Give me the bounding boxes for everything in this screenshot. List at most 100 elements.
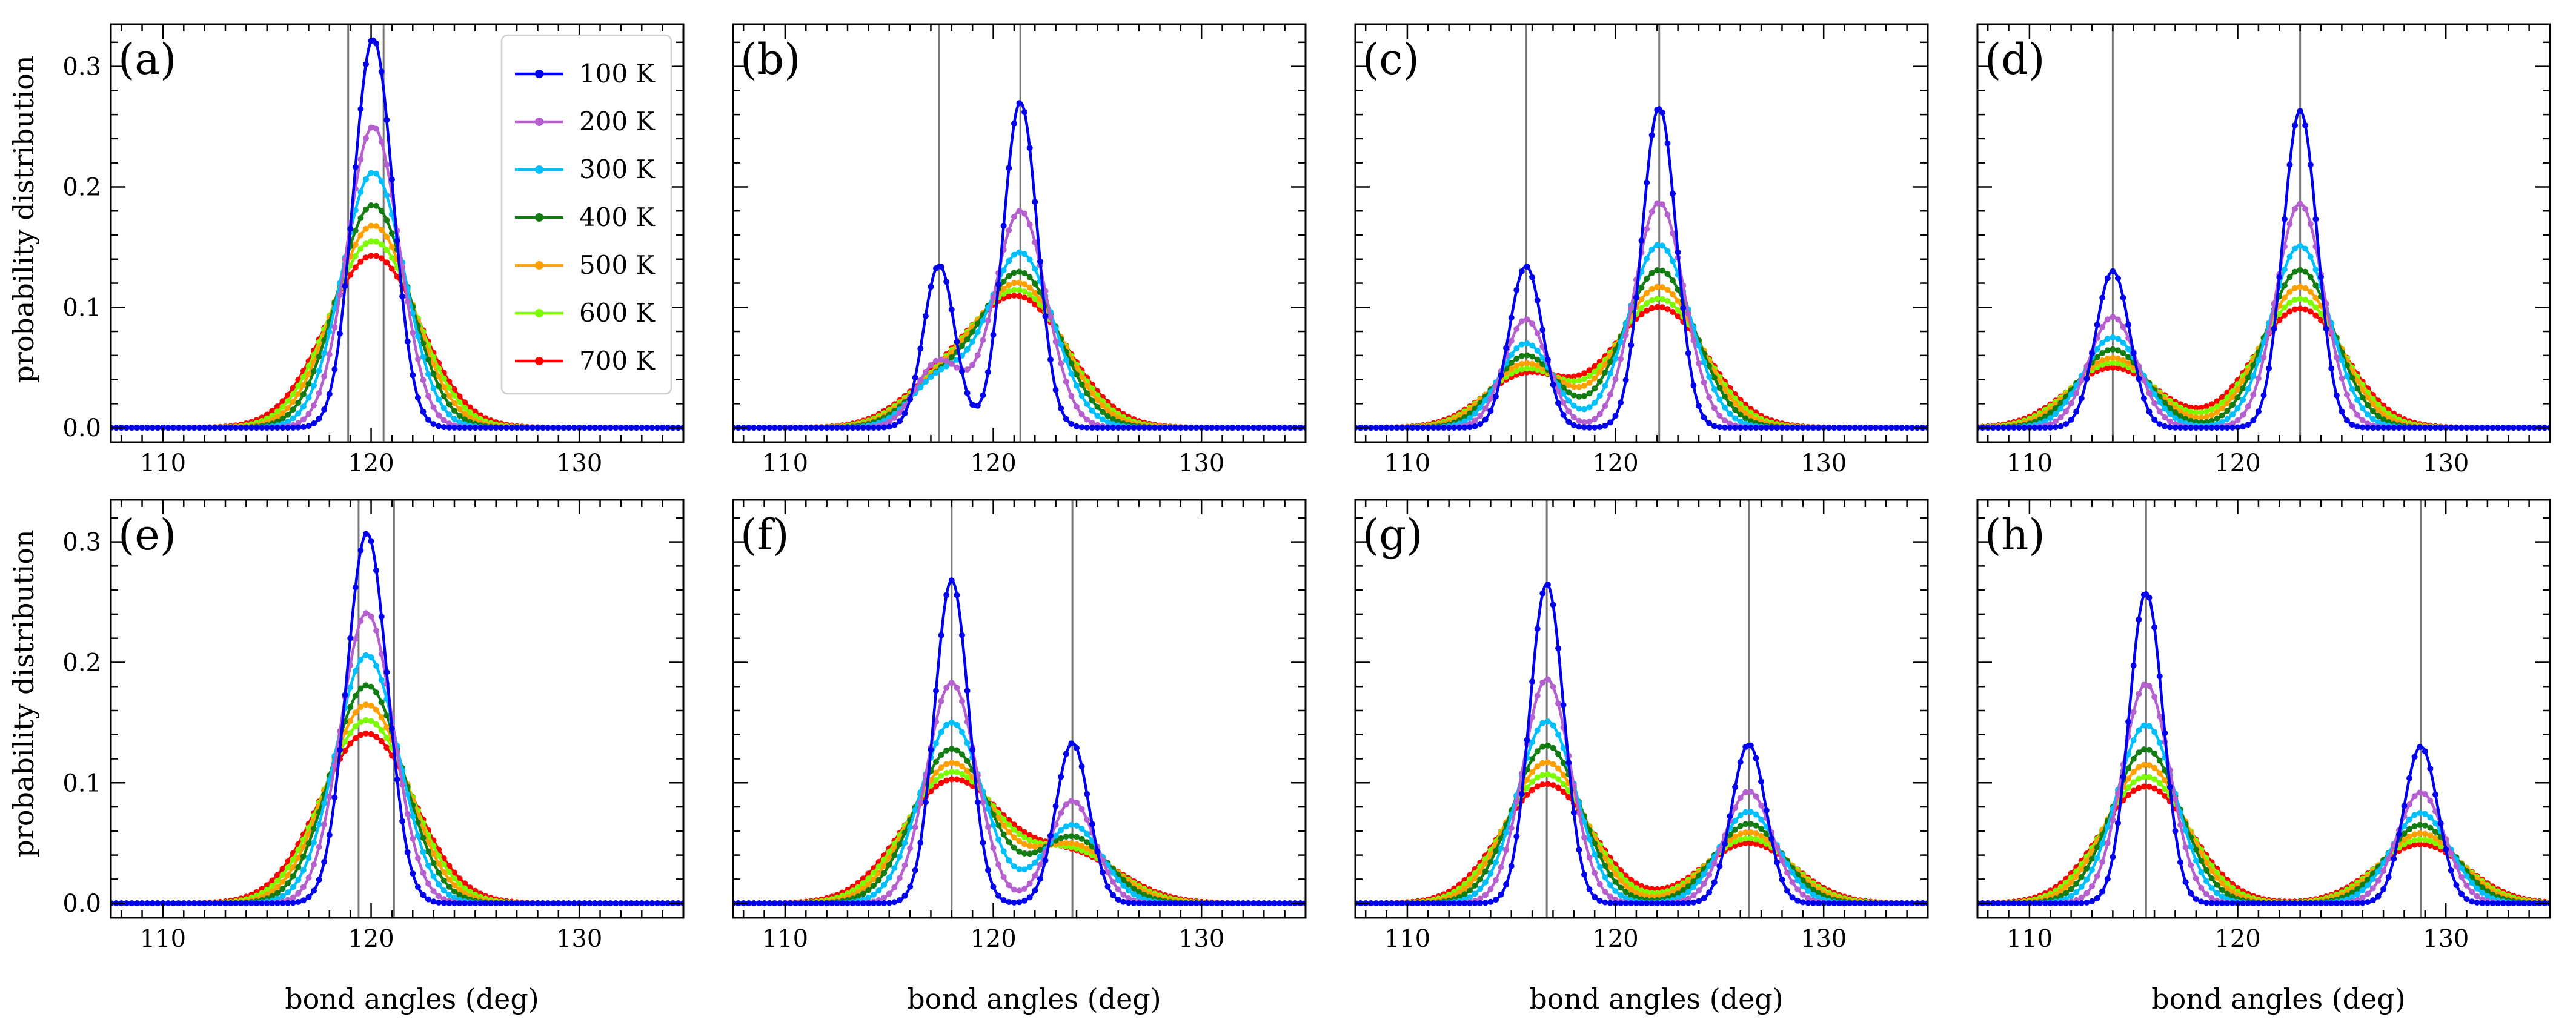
data-point (917, 345, 924, 352)
data-point (1638, 237, 1645, 244)
data-point (404, 299, 411, 305)
data-point (571, 900, 577, 907)
data-point (964, 336, 971, 343)
series-line (733, 281, 1306, 429)
data-point (1592, 416, 1598, 422)
data-point (451, 869, 457, 876)
data-point (2380, 425, 2387, 431)
data-point (211, 900, 218, 907)
data-point (1006, 227, 1012, 234)
data-point (466, 414, 473, 421)
data-point (269, 883, 276, 889)
data-point (316, 416, 322, 422)
data-point (1094, 425, 1101, 431)
data-point (2166, 405, 2173, 411)
data-point (875, 425, 882, 431)
data-point (1068, 393, 1075, 399)
data-point (440, 424, 447, 431)
data-point (383, 192, 390, 199)
data-point (2312, 267, 2319, 273)
data-point (425, 839, 431, 846)
data-point (368, 538, 374, 545)
data-point (1659, 284, 1665, 291)
data-point (654, 425, 660, 431)
data-point (388, 176, 395, 183)
data-point (1513, 368, 1520, 374)
data-point (357, 685, 364, 692)
data-point (1648, 132, 1655, 139)
data-point (352, 253, 359, 259)
data-point (1518, 360, 1525, 367)
data-point (404, 849, 411, 855)
panel-label: (b) (740, 35, 800, 84)
data-point (446, 869, 453, 875)
data-point (891, 422, 898, 428)
data-point (1078, 393, 1085, 399)
data-point (269, 412, 276, 419)
data-point (316, 844, 322, 850)
data-point (2234, 394, 2241, 401)
panel-label: (c) (1363, 35, 1419, 84)
data-point (2375, 419, 2382, 425)
data-point (446, 892, 453, 898)
data-point (440, 417, 447, 423)
data-point (357, 704, 364, 710)
data-point (1851, 425, 1858, 431)
data-point (2375, 425, 2382, 431)
data-point (300, 403, 307, 410)
series-200-K (733, 208, 1306, 431)
data-point (368, 170, 374, 176)
data-point (357, 232, 364, 239)
data-point (964, 346, 971, 353)
data-point (969, 328, 976, 335)
data-point (316, 821, 322, 827)
data-point (347, 635, 354, 641)
data-point (2115, 316, 2121, 323)
x-tick-label: 120 (2214, 449, 2260, 477)
data-point (394, 776, 400, 783)
data-point (1074, 403, 1080, 410)
data-point (938, 264, 944, 270)
panel-label: (d) (1985, 35, 2045, 84)
data-point (1727, 411, 1733, 417)
legend-item: 700 K (515, 346, 656, 376)
data-point (2182, 407, 2189, 413)
data-point (2208, 412, 2215, 419)
data-point (1659, 201, 1665, 208)
data-point (279, 866, 286, 872)
data-point (901, 410, 908, 417)
data-point (378, 208, 385, 214)
data-point (436, 869, 442, 876)
data-point (581, 900, 588, 907)
data-point (446, 385, 453, 391)
data-point (243, 900, 250, 907)
data-point (466, 425, 473, 431)
data-point (1047, 314, 1054, 320)
data-point (2214, 403, 2220, 410)
data-point (990, 331, 997, 338)
data-point (326, 832, 333, 838)
data-point (2250, 417, 2257, 423)
data-point (2240, 423, 2246, 430)
data-point (860, 880, 866, 886)
data-point (357, 719, 364, 725)
data-point (378, 178, 385, 185)
data-point (1125, 881, 1132, 888)
data-point (1084, 401, 1090, 408)
data-point (1654, 200, 1661, 207)
data-point (2318, 274, 2324, 280)
data-point (943, 777, 950, 784)
data-point (373, 706, 380, 713)
y-tick-label: 0.3 (62, 53, 101, 81)
y-tick-label: 0.1 (62, 769, 101, 797)
data-point (2219, 425, 2225, 431)
data-point (373, 663, 380, 669)
data-point (871, 869, 877, 876)
data-point (305, 371, 312, 377)
data-point (829, 425, 835, 431)
data-point (2385, 425, 2392, 431)
data-point (420, 353, 427, 360)
data-point (425, 371, 431, 377)
data-point (1058, 360, 1064, 367)
data-point (456, 406, 463, 413)
